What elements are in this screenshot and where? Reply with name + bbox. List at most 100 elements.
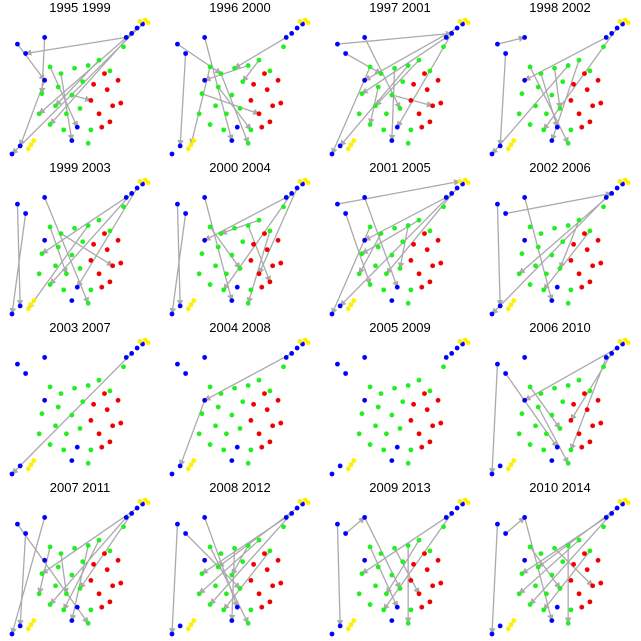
- green-data-point: [405, 460, 411, 466]
- green-data-point: [367, 442, 373, 447]
- yellow-data-point: [505, 146, 511, 152]
- movement-arrow: [220, 219, 260, 235]
- green-data-point: [427, 68, 433, 74]
- red-data-point: [430, 263, 436, 269]
- red-data-point: [416, 591, 422, 597]
- blue-data-point: [337, 143, 343, 149]
- red-data-point: [435, 397, 441, 403]
- movement-arrow: [24, 36, 127, 56]
- red-data-point: [582, 551, 587, 556]
- movement-arrow: [385, 187, 458, 275]
- blue-data-point: [123, 355, 129, 360]
- blue-data-point: [123, 515, 129, 520]
- red-data-point: [251, 561, 256, 567]
- blue-data-point: [23, 211, 28, 216]
- green-data-point: [587, 548, 593, 554]
- blue-data-point: [202, 195, 208, 200]
- movement-arrow: [491, 65, 569, 155]
- green-data-point: [245, 300, 251, 306]
- chart-panel: 2007 2011: [0, 480, 160, 640]
- blue-data-point: [234, 604, 240, 610]
- panel-plot: [169, 177, 311, 317]
- red-data-point: [416, 111, 422, 117]
- movement-arrow: [209, 512, 293, 606]
- movement-arrow: [204, 196, 287, 241]
- blue-data-point: [42, 557, 48, 563]
- yellow-data-point: [511, 458, 517, 463]
- green-data-point: [215, 244, 221, 250]
- red-data-point: [270, 103, 276, 109]
- blue-data-point: [42, 35, 48, 40]
- red-data-point: [262, 71, 267, 76]
- red-data-point: [438, 100, 444, 106]
- blue-data-point: [289, 31, 295, 36]
- green-data-point: [53, 583, 58, 589]
- blue-data-point: [522, 355, 528, 360]
- blue-data-point: [129, 511, 135, 516]
- red-data-point: [435, 557, 441, 563]
- blue-data-point: [169, 471, 175, 477]
- green-data-point: [535, 404, 541, 410]
- blue-data-point: [443, 515, 449, 520]
- red-data-point: [264, 247, 270, 253]
- green-data-point: [248, 287, 254, 293]
- green-data-point: [96, 377, 102, 383]
- movement-arrow: [228, 548, 236, 622]
- yellow-data-point: [28, 462, 34, 468]
- red-data-point: [576, 271, 582, 277]
- red-data-point: [118, 420, 124, 426]
- green-data-point: [527, 544, 533, 550]
- green-data-point: [568, 287, 574, 293]
- green-data-point: [549, 252, 555, 258]
- chart-panel: 2009 2013: [320, 480, 480, 640]
- green-data-point: [601, 524, 606, 530]
- movement-arrow: [217, 86, 252, 131]
- blue-data-point: [234, 124, 240, 130]
- green-data-point: [552, 65, 557, 71]
- green-data-point: [39, 91, 45, 97]
- red-data-point: [251, 401, 256, 407]
- green-data-point: [381, 447, 387, 453]
- green-data-point: [538, 551, 544, 556]
- red-data-point: [88, 578, 94, 583]
- red-data-point: [251, 81, 256, 87]
- blue-data-point: [74, 604, 80, 610]
- green-data-point: [207, 224, 213, 230]
- green-data-point: [218, 551, 224, 556]
- movement-arrow: [247, 225, 271, 283]
- red-data-point: [411, 81, 416, 87]
- green-data-point: [245, 543, 251, 548]
- blue-data-point: [394, 604, 400, 610]
- yellow-data-point: [305, 20, 311, 26]
- green-data-point: [72, 385, 77, 391]
- blue-data-point: [183, 211, 188, 216]
- blue-data-point: [603, 355, 609, 360]
- green-data-point: [107, 68, 113, 74]
- green-data-point: [367, 544, 373, 550]
- red-data-point: [104, 407, 110, 413]
- green-data-point: [248, 447, 254, 453]
- green-data-point: [77, 266, 83, 271]
- chart-panel: 1999 2003: [0, 160, 160, 320]
- red-data-point: [102, 71, 107, 76]
- blue-data-point: [362, 77, 368, 83]
- green-data-point: [107, 228, 113, 234]
- movement-arrow: [169, 524, 179, 635]
- green-data-point: [378, 231, 384, 236]
- red-data-point: [438, 420, 444, 426]
- green-data-point: [245, 620, 251, 626]
- blue-data-point: [134, 185, 140, 191]
- red-data-point: [430, 583, 436, 589]
- green-data-point: [552, 225, 557, 231]
- blue-data-point: [23, 51, 28, 56]
- blue-data-point: [497, 143, 503, 149]
- red-data-point: [582, 391, 587, 396]
- yellow-data-point: [137, 18, 143, 24]
- chart-panel: 1996 2000: [160, 0, 320, 160]
- movement-arrow: [177, 53, 187, 147]
- green-data-point: [196, 431, 202, 437]
- red-data-point: [96, 271, 102, 277]
- blue-data-point: [42, 195, 48, 200]
- blue-data-point: [175, 41, 180, 47]
